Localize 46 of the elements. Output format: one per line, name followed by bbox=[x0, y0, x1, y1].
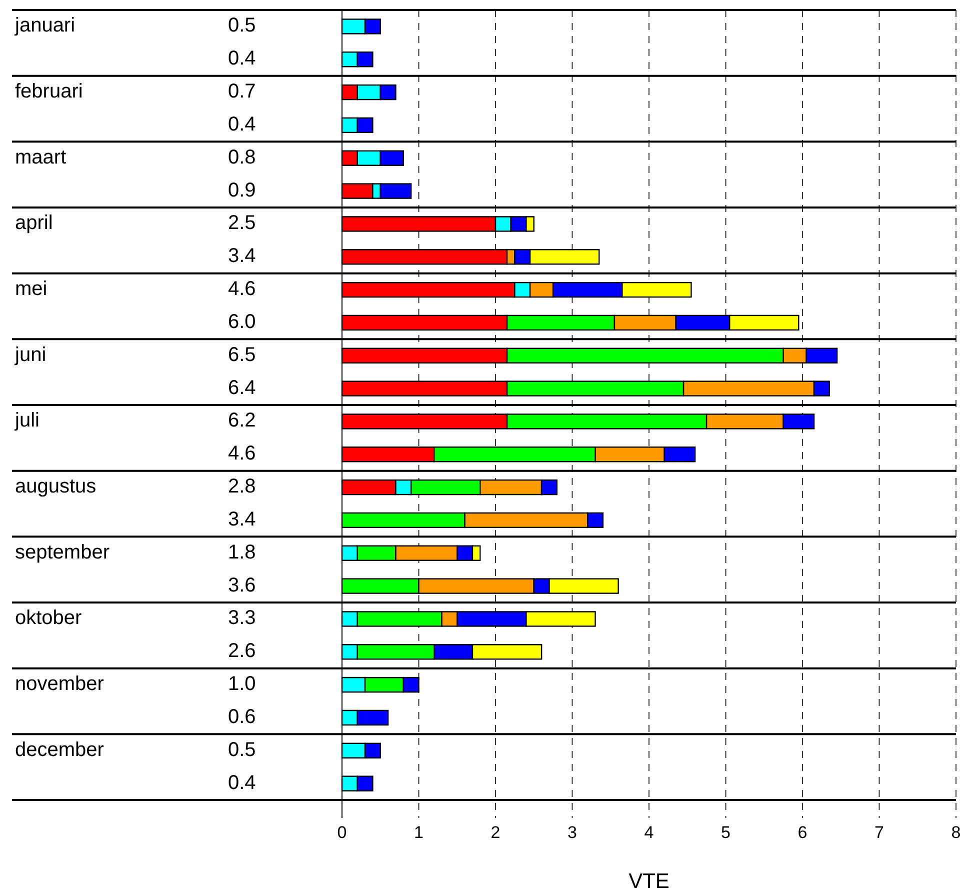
y-tick-label: 0.5 bbox=[228, 14, 256, 37]
y-tick-label: 4.6 bbox=[228, 278, 256, 300]
y-tick-label: 6.2 bbox=[228, 410, 256, 432]
text: september bbox=[15, 541, 110, 564]
y-tick-label: 4.6 bbox=[228, 442, 256, 465]
x-axis-title: VTE bbox=[628, 870, 670, 892]
y-tick-label: 0.9 bbox=[228, 179, 256, 202]
y-tick-label: 3.3 bbox=[228, 607, 256, 630]
y-tick-label: 2.5 bbox=[228, 212, 256, 234]
y-tick-label: 3.6 bbox=[228, 574, 256, 596]
y-tick-label: 6.0 bbox=[228, 310, 256, 333]
x-tick-label: 0 bbox=[337, 823, 347, 842]
text: november bbox=[15, 673, 104, 696]
text: februari bbox=[15, 80, 83, 103]
x-tick-label: 7 bbox=[874, 823, 884, 842]
y-tick-label: 2.6 bbox=[228, 640, 256, 662]
text: april bbox=[15, 212, 53, 234]
x-tick-label: 5 bbox=[721, 823, 730, 842]
x-tick-label: 2 bbox=[490, 823, 500, 842]
y-tick-label: 6.5 bbox=[228, 344, 256, 366]
y-tick-label: 0.4 bbox=[228, 48, 256, 70]
y-tick-label: 0.4 bbox=[228, 113, 256, 136]
y-tick-label: 0.5 bbox=[228, 738, 256, 761]
y-tick-label: 2.8 bbox=[228, 476, 256, 498]
y-tick-label: 0.6 bbox=[228, 706, 256, 728]
y-tick-label: 6.4 bbox=[228, 376, 256, 399]
text: december bbox=[15, 738, 104, 761]
y-tick-label: 0.4 bbox=[228, 772, 256, 794]
text: juli bbox=[14, 410, 40, 432]
text: juni bbox=[14, 344, 46, 366]
x-tick-label: 6 bbox=[798, 823, 808, 842]
y-tick-label: 0.8 bbox=[228, 146, 256, 168]
text: mei bbox=[15, 278, 48, 300]
y-tick-label: 1.0 bbox=[228, 673, 256, 696]
text: januari bbox=[14, 14, 76, 37]
text: oktober bbox=[15, 607, 82, 630]
y-tick-label: 3.4 bbox=[228, 245, 256, 268]
y-tick-label: 0.7 bbox=[228, 80, 256, 103]
text: maart bbox=[15, 146, 67, 168]
x-tick-label: 4 bbox=[644, 823, 654, 842]
x-tick-label: 1 bbox=[414, 823, 424, 842]
y-tick-label: 1.8 bbox=[228, 541, 256, 564]
y-tick-label: 3.4 bbox=[228, 508, 256, 530]
x-tick-label: 8 bbox=[951, 823, 961, 842]
x-tick-label: 3 bbox=[568, 823, 577, 842]
text: augustus bbox=[15, 476, 96, 498]
